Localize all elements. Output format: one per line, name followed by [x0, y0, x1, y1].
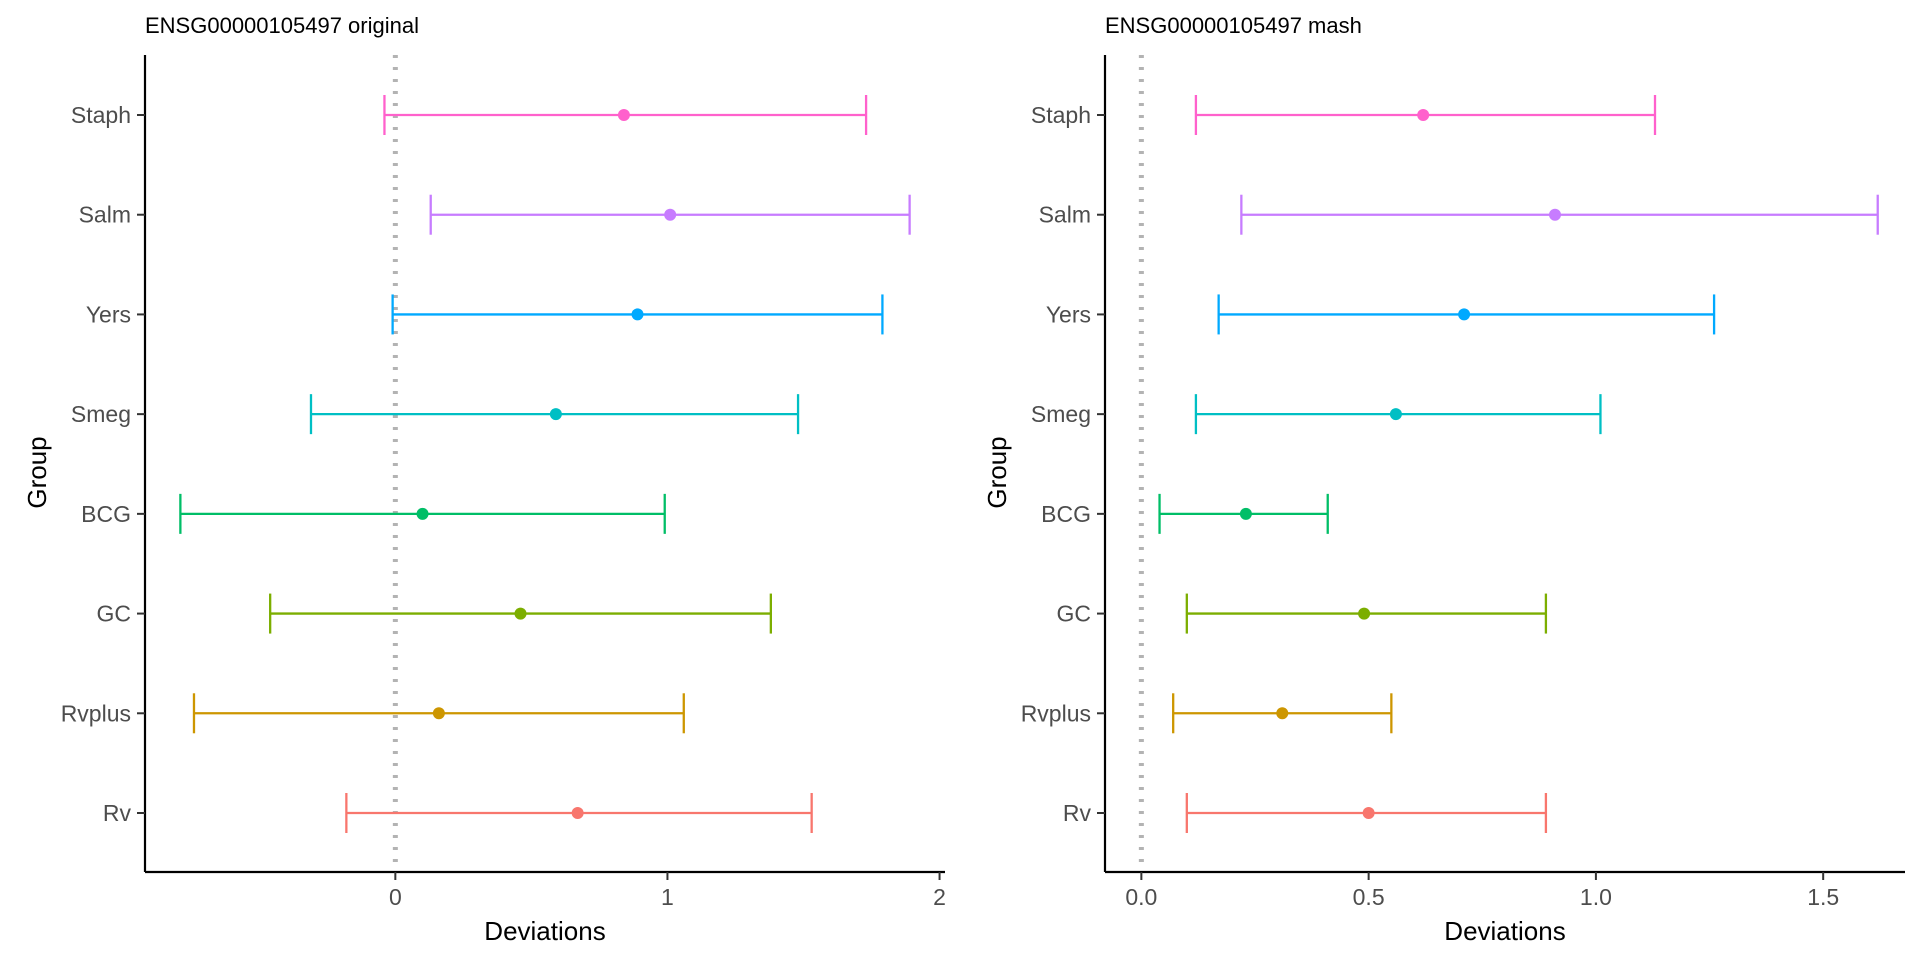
x-tick-label: 0.5 [1353, 884, 1385, 910]
y-tick-label-rvplus: Rvplus [61, 700, 131, 726]
x-tick-label: 1 [661, 884, 674, 910]
y-tick-label-rv: Rv [1063, 800, 1092, 826]
point-rvplus [1276, 707, 1289, 720]
y-tick-label-rvplus: Rvplus [1021, 700, 1091, 726]
y-tick-label-yers: Yers [86, 301, 131, 327]
x-tick-label: 0.0 [1125, 884, 1157, 910]
point-yers [631, 308, 644, 321]
chart-panel-1: ENSG00000105497 original Rv Rvplus GC BCG Sme… [22, 13, 946, 946]
y-axis-title: Group [982, 436, 1012, 508]
y-tick-label-salm: Salm [79, 202, 131, 228]
x-tick-label: 1.5 [1807, 884, 1839, 910]
x-axis-title: Deviations [484, 916, 605, 946]
y-tick-label-staph: Staph [71, 102, 131, 128]
y-tick-label-bcg: BCG [1041, 501, 1091, 527]
y-tick-label-smeg: Smeg [1031, 401, 1091, 427]
y-tick-label-staph: Staph [1031, 102, 1091, 128]
point-gc [514, 607, 527, 620]
x-tick-label: 2 [933, 884, 946, 910]
point-bcg [1239, 507, 1252, 520]
y-tick-label-gc: GC [1057, 601, 1092, 627]
y-axis-title: Group [22, 436, 52, 508]
point-rv [571, 807, 584, 819]
x-tick-label: 0 [389, 884, 402, 910]
point-gc [1358, 607, 1371, 620]
point-bcg [416, 507, 429, 520]
point-rvplus [432, 707, 445, 720]
y-tick-label-bcg: BCG [81, 501, 131, 527]
point-smeg [1389, 408, 1402, 421]
chart-panel-2: ENSG00000105497 mash Rv Rvplus GC BCG Smeg Yer… [982, 13, 1905, 946]
x-tick-label: 1.0 [1580, 884, 1612, 910]
x-axis-title: Deviations [1444, 916, 1565, 946]
point-smeg [549, 408, 562, 421]
point-salm [664, 208, 677, 221]
point-rv [1362, 807, 1375, 819]
point-staph [617, 109, 630, 121]
y-tick-label-gc: GC [97, 601, 132, 627]
panel-title: ENSG00000105497 mash [1105, 13, 1362, 38]
point-salm [1549, 208, 1561, 221]
y-tick-label-smeg: Smeg [71, 401, 131, 427]
point-yers [1458, 308, 1471, 321]
point-staph [1417, 109, 1430, 121]
y-tick-label-yers: Yers [1046, 301, 1091, 327]
y-tick-label-rv: Rv [103, 800, 132, 826]
y-tick-label-salm: Salm [1039, 202, 1091, 228]
panel-title: ENSG00000105497 original [145, 13, 419, 38]
